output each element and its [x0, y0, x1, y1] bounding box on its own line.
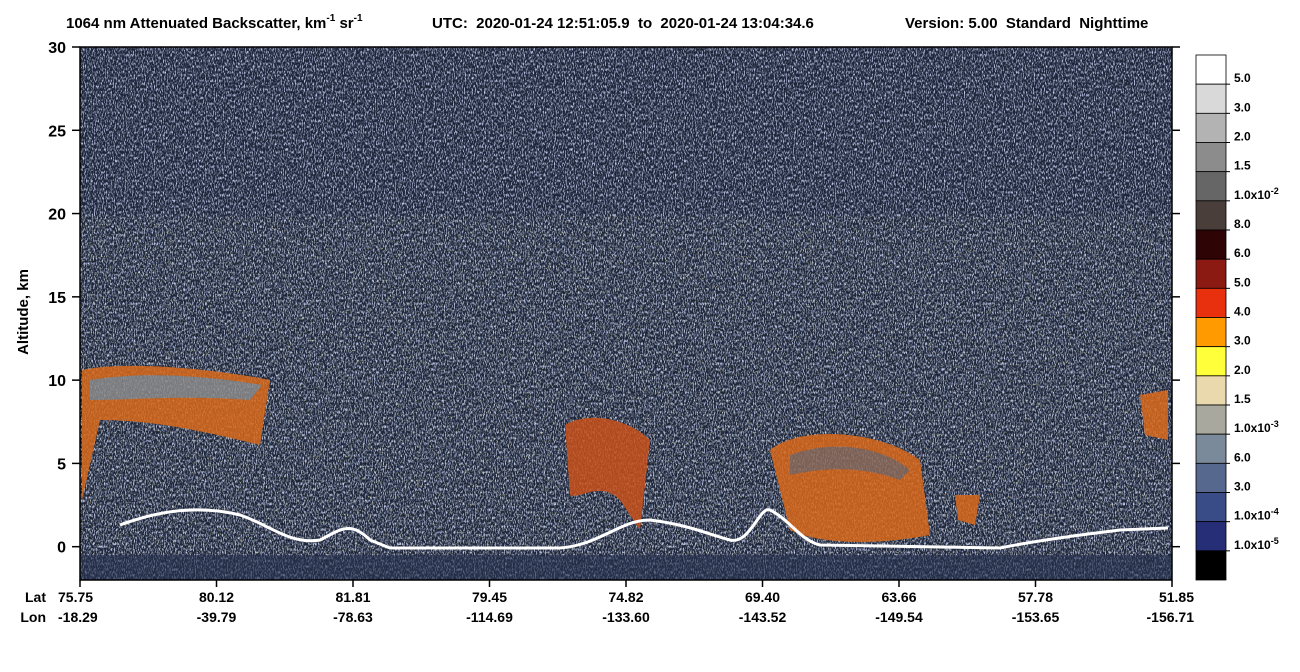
lat-tick-label: 80.12	[199, 589, 234, 605]
lat-tick-label: 75.75	[58, 589, 93, 605]
lat-tick-label: 51.85	[1159, 589, 1194, 605]
y-tick-label: 30	[48, 40, 66, 57]
colorbar-label: 2.0	[1234, 130, 1251, 144]
lon-label: Lon	[20, 609, 46, 625]
lon-tick-label: -39.79	[197, 609, 237, 625]
version-label: Version: 5.00 Standard Nighttime	[905, 15, 1148, 32]
colorbar-swatch	[1195, 433, 1227, 464]
lat-tick-label: 57.78	[1018, 589, 1053, 605]
colorbar-label-exponent: -4	[1271, 507, 1279, 517]
y-axis-label: Altitude, km	[15, 269, 32, 355]
colorbar-swatch	[1195, 550, 1227, 581]
backscatter-image	[80, 47, 1172, 580]
colorbar-label-base: 1.0x10	[1234, 538, 1271, 552]
colorbar-swatch	[1195, 171, 1227, 202]
colorbar-swatch	[1195, 521, 1227, 552]
colorbar-swatch	[1195, 462, 1227, 493]
lat-tick-label: 69.40	[745, 589, 780, 605]
y-tick-label: 0	[57, 540, 66, 557]
title-text: sr	[335, 15, 354, 32]
cloud-layers	[82, 365, 1168, 542]
title-text: 1064 nm Attenuated Backscatter, km	[66, 15, 326, 32]
surface-return	[119, 508, 1169, 550]
y-tick-label: 20	[48, 207, 66, 224]
colorbar-swatch	[1195, 112, 1227, 143]
colorbar-swatch	[1195, 375, 1227, 406]
colorbar-label: 5.0	[1234, 275, 1251, 289]
colorbar-label: 1.0x10-3	[1234, 419, 1279, 435]
colorbar-label-exponent: -2	[1271, 186, 1279, 196]
colorbar-label-base: 1.0x10	[1234, 421, 1271, 435]
colorbar-label: 8.0	[1234, 217, 1251, 231]
chart-subtitle: UTC: 2020-01-24 12:51:05.9 to 2020-01-24…	[432, 15, 814, 32]
colorbar-label: 1.5	[1234, 392, 1251, 406]
colorbar-swatch	[1195, 404, 1227, 435]
colorbar-swatch	[1195, 200, 1227, 231]
colorbar-label: 3.0	[1234, 334, 1251, 348]
colorbar-label: 1.0x10-4	[1234, 507, 1279, 523]
y-tick-label: 15	[48, 290, 66, 307]
colorbar-swatch	[1195, 54, 1227, 85]
colorbar-label: 1.0x10-5	[1234, 536, 1279, 552]
lat-tick-label: 63.66	[881, 589, 916, 605]
colorbar-label: 6.0	[1234, 450, 1251, 464]
title-superscript: -1	[326, 13, 335, 24]
colorbar-swatch	[1195, 83, 1227, 114]
colorbar-label-exponent: -3	[1271, 419, 1279, 429]
colorbar-swatch	[1195, 317, 1227, 348]
y-tick-label: 25	[48, 123, 66, 140]
lat-tick-label: 81.81	[335, 589, 370, 605]
lat-tick-label: 79.45	[472, 589, 507, 605]
y-tick-label: 5	[57, 456, 66, 473]
lon-tick-label: -153.65	[1012, 609, 1060, 625]
colorbar-label: 1.0x10-2	[1234, 186, 1279, 202]
colorbar-swatch	[1195, 258, 1227, 289]
lon-tick-label: -114.69	[466, 609, 513, 625]
colorbar-label: 2.0	[1234, 363, 1251, 377]
colorbar-label: 4.0	[1234, 305, 1251, 319]
chart-title: 1064 nm Attenuated Backscatter, km-1 sr-…	[66, 13, 363, 32]
colorbar-swatch	[1195, 287, 1227, 318]
lat-label: Lat	[25, 589, 46, 605]
colorbar-label: 3.0	[1234, 480, 1251, 494]
colorbar-label-base: 1.0x10	[1234, 188, 1271, 202]
colorbar-swatch	[1195, 492, 1227, 523]
colorbar-swatch	[1195, 229, 1227, 260]
colorbar-label: 5.0	[1234, 71, 1251, 85]
lon-tick-label: -78.63	[333, 609, 373, 625]
lon-tick-label: -143.52	[739, 609, 787, 625]
lon-tick-label: -149.54	[875, 609, 923, 625]
lon-tick-label: -156.71	[1147, 609, 1195, 625]
lon-tick-label: -133.60	[602, 609, 650, 625]
colorbar-label-base: 1.0x10	[1234, 509, 1271, 523]
colorbar-label: 3.0	[1234, 100, 1251, 114]
title-superscript: -1	[354, 13, 363, 24]
lat-tick-label: 74.82	[608, 589, 643, 605]
colorbar-swatch	[1195, 346, 1227, 377]
colorbar-label: 1.5	[1234, 159, 1251, 173]
y-tick-label: 10	[48, 373, 66, 390]
lon-tick-label: -18.29	[58, 609, 98, 625]
colorbar-label-exponent: -5	[1271, 536, 1279, 546]
colorbar-swatch	[1195, 142, 1227, 173]
colorbar-label: 6.0	[1234, 246, 1251, 260]
